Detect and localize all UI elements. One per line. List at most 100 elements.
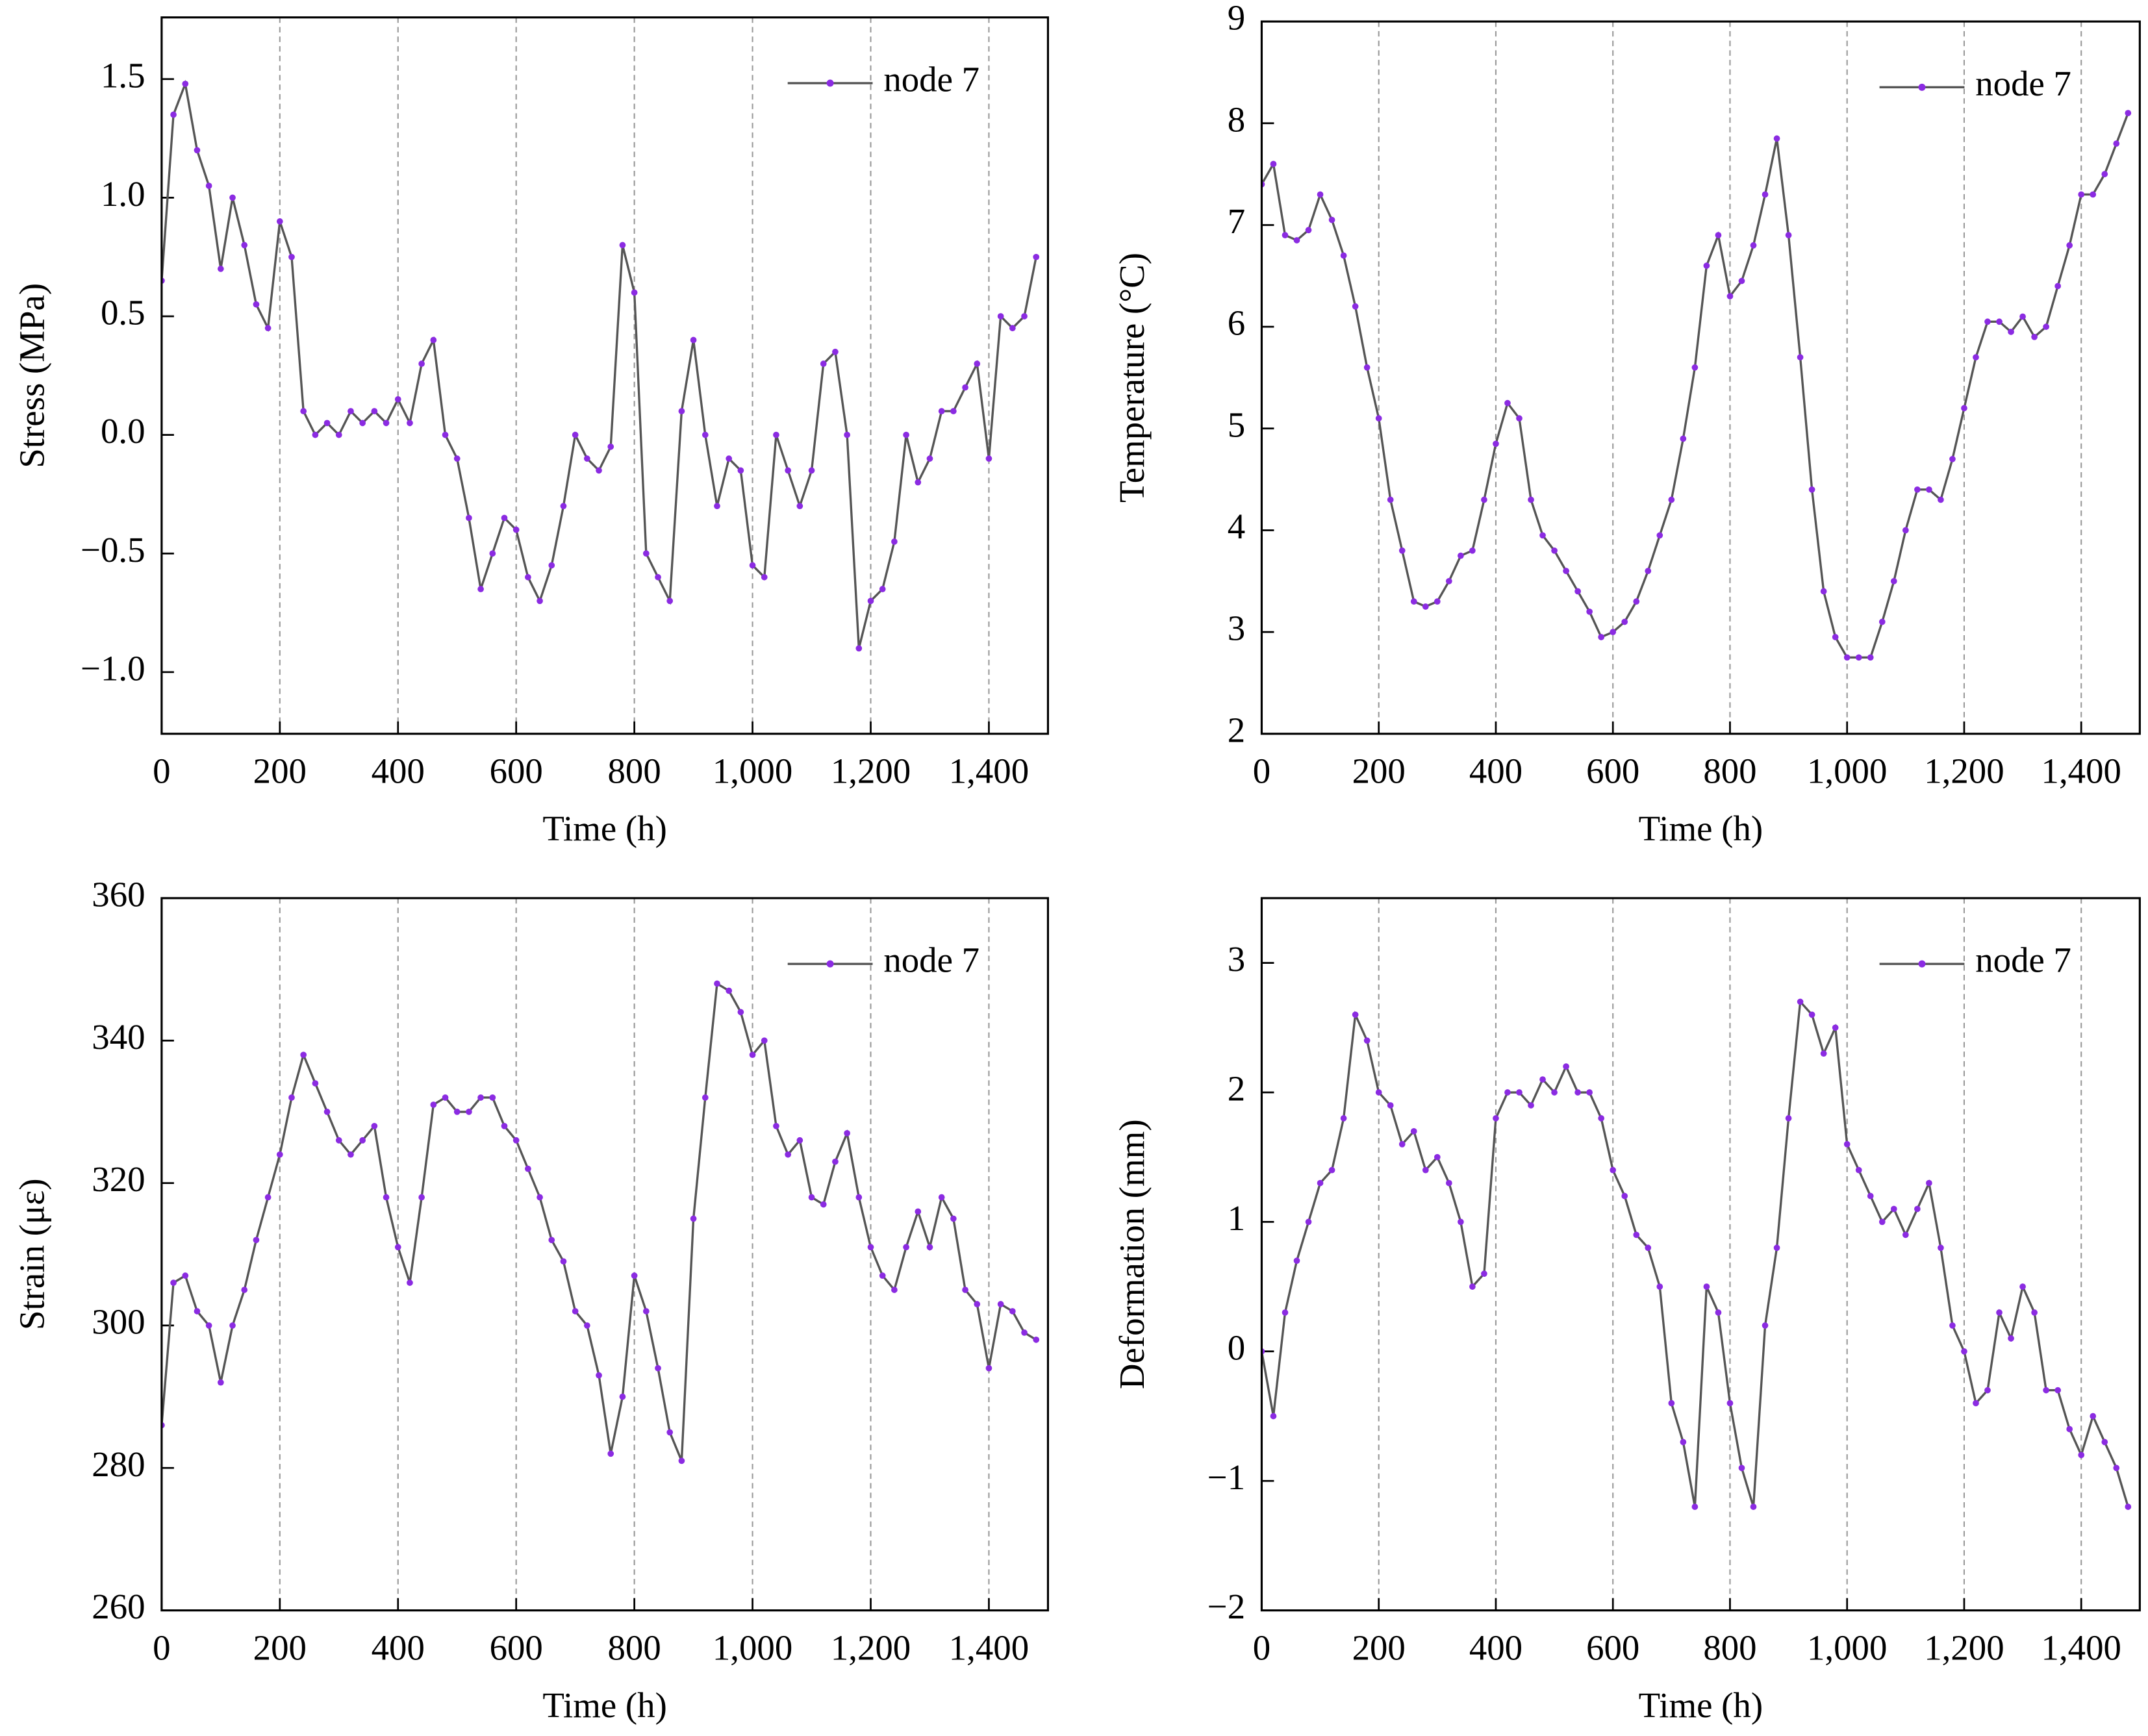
x-tick-label: 200	[1352, 751, 1406, 791]
data-point	[1773, 135, 1780, 142]
data-point	[466, 514, 472, 522]
data-point	[537, 598, 543, 605]
data-point	[1009, 325, 1016, 332]
data-point	[489, 1094, 496, 1101]
data-point	[761, 573, 768, 581]
data-point	[619, 242, 626, 249]
data-point	[1984, 1387, 1991, 1394]
data-point	[1867, 1192, 1874, 1200]
x-tick-label: 400	[372, 1628, 425, 1667]
legend-label: node 7	[883, 940, 979, 980]
legend-marker	[826, 960, 834, 968]
data-point	[690, 1215, 697, 1222]
data-point	[1375, 415, 1382, 421]
x-tick-label: 1,200	[1924, 751, 2004, 791]
data-point	[1445, 1179, 1452, 1187]
data-point	[1738, 1465, 1745, 1472]
data-point	[1009, 1308, 1016, 1315]
data-point	[584, 1322, 590, 1329]
data-point	[2008, 1335, 2014, 1342]
data-point	[903, 431, 909, 438]
data-point	[1586, 1089, 1593, 1096]
data-point	[808, 1194, 815, 1201]
data-point	[1328, 1166, 1335, 1174]
data-point	[1645, 1244, 1652, 1252]
data-point	[938, 1194, 945, 1201]
data-point	[430, 1101, 437, 1108]
data-point	[1691, 1503, 1699, 1510]
data-point	[170, 1279, 177, 1286]
y-axis-label: Deformation (mm)	[1112, 1119, 1152, 1389]
data-point	[525, 1165, 531, 1172]
x-tick-label: 800	[608, 751, 661, 791]
y-axis-label: Strain (με)	[12, 1178, 51, 1330]
y-tick-label: 0.5	[101, 293, 145, 333]
data-point	[1598, 634, 1605, 640]
data-point	[714, 980, 720, 987]
data-point	[312, 1080, 319, 1087]
data-point	[607, 444, 614, 450]
data-point	[701, 431, 709, 438]
data-point	[442, 1094, 449, 1101]
data-point	[1033, 1337, 1040, 1343]
data-point	[726, 987, 733, 994]
x-axis-label: Time (h)	[1639, 1685, 1763, 1725]
data-point	[950, 1215, 957, 1222]
data-point	[241, 242, 248, 249]
data-point	[347, 408, 354, 414]
data-point	[1926, 486, 1932, 493]
data-point	[2078, 1452, 2085, 1459]
data-point	[655, 573, 661, 581]
legend-label: node 7	[883, 60, 979, 99]
data-point	[477, 1094, 484, 1101]
data-point	[1516, 415, 1523, 421]
data-point	[1633, 598, 1640, 605]
chart-panel: 0 200 400 600 800 1,000 1,200 1,400 2 3 4 5 6 7 8 9 node…	[1112, 0, 2141, 848]
data-point	[323, 1109, 331, 1115]
y-tick-label: −1.0	[81, 648, 145, 688]
data-point	[997, 1301, 1004, 1307]
data-point	[1328, 216, 1335, 223]
data-point	[2066, 242, 2073, 249]
data-point	[985, 1365, 992, 1372]
data-point	[501, 1122, 508, 1129]
data-point	[974, 360, 981, 367]
data-point	[773, 431, 779, 438]
data-point	[1973, 354, 1979, 360]
data-point	[773, 1122, 779, 1129]
x-tick-label: 800	[1703, 751, 1756, 791]
legend-marker	[826, 79, 834, 87]
legend-label: node 7	[1975, 64, 2071, 103]
data-point	[2008, 329, 2014, 335]
data-point	[1598, 1115, 1605, 1122]
data-point	[407, 420, 413, 427]
data-point	[619, 1393, 626, 1400]
data-point	[1808, 1011, 1815, 1018]
data-point	[1820, 1050, 1827, 1057]
x-tick-label: 600	[490, 751, 543, 791]
data-point	[1750, 1503, 1757, 1510]
data-point	[1726, 293, 1734, 299]
x-tick-label: 400	[1469, 751, 1523, 791]
data-point	[855, 645, 863, 652]
data-point	[737, 467, 744, 474]
data-point	[371, 408, 378, 414]
data-point	[1504, 399, 1511, 407]
y-axis-label: Temperature (°C)	[1112, 253, 1152, 503]
data-point	[1621, 1192, 1628, 1200]
y-tick-label: 2	[1228, 1069, 1245, 1109]
x-tick-label: 1,200	[831, 1628, 911, 1667]
y-tick-label: −2	[1207, 1587, 1245, 1626]
data-point	[2125, 1503, 2132, 1510]
data-point	[584, 455, 590, 462]
data-point	[1282, 1309, 1289, 1316]
data-point	[1902, 1231, 1909, 1239]
data-point	[371, 1122, 378, 1129]
data-point	[1645, 568, 1652, 574]
data-point	[1726, 1400, 1734, 1407]
y-tick-label: 2	[1228, 710, 1245, 749]
data-point	[1504, 1089, 1511, 1096]
data-point	[903, 1244, 909, 1251]
data-point	[974, 1301, 981, 1307]
data-point	[359, 420, 366, 427]
